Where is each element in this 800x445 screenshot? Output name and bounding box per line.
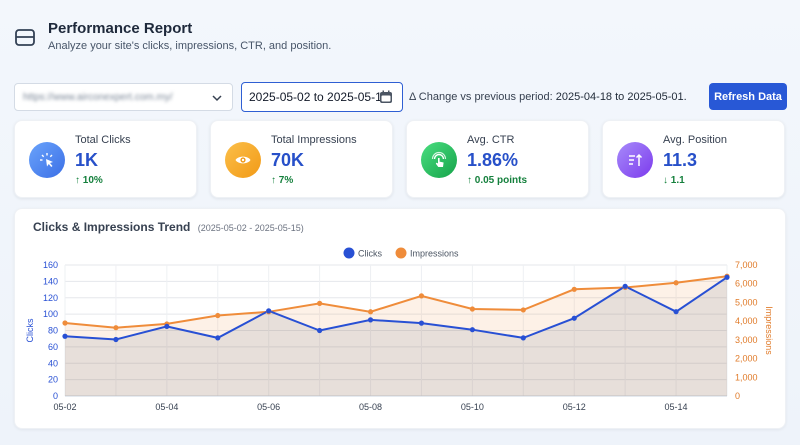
y-axis-title: Clicks [25,318,35,342]
y-tick-label: 160 [43,260,58,270]
x-tick-label: 05-14 [665,402,688,412]
clicks-point [469,327,475,333]
y2-tick-label: 2,000 [735,354,758,364]
clicks-point [113,336,119,343]
clicks-point [520,335,526,341]
chart-title: Clicks & Impressions Trend (2025-05-02 -… [33,220,304,234]
impressions-point [520,307,526,313]
sort-up-icon [617,142,653,178]
clicks-point [622,283,628,289]
card-avg-ctr: Avg. CTR 1.86% ↑ 0.05 points [406,120,589,198]
y-tick-label: 40 [48,358,58,368]
x-tick-label: 05-04 [155,402,178,412]
clicks-point [266,308,272,314]
y-tick-label: 20 [48,375,58,385]
y2-tick-label: 4,000 [735,316,758,326]
eye-icon [225,142,261,178]
impressions-point [571,286,577,292]
card-delta: ↑ 10% [75,175,103,186]
card-label: Avg. CTR [467,134,515,146]
y2-axis-title: Impressions [764,306,774,355]
card-avg-position: Avg. Position 11.3 ↓ 1.1 [602,120,785,198]
card-value: 11.3 [663,150,698,170]
card-total-clicks: Total Clicks 1K ↑ 10% [14,120,197,198]
y2-tick-label: 6,000 [735,279,758,289]
x-tick-label: 05-12 [563,402,586,412]
site-url: https://www.airconexpert.com.my/ [23,91,173,103]
card-value: 1K [75,150,99,170]
clicks-point [62,333,68,339]
card-value: 1.86% [467,150,519,170]
x-tick-label: 05-08 [359,402,382,412]
y-tick-label: 140 [43,276,58,286]
impressions-point [113,325,119,331]
legend-marker-clicks [343,247,355,259]
clicks-point [571,315,577,321]
chart-range: (2025-05-02 - 2025-05-15) [197,223,304,233]
y-tick-label: 0 [53,391,58,401]
card-label: Total Clicks [75,134,131,146]
card-label: Total Impressions [271,134,357,146]
trend-chart: 0 20 40 60 80 100 120 140 160 0 1,000 2,000 3,000 4,0… [25,247,774,412]
toolbar: https://www.airconexpert.com.my/ 2025-05… [14,82,788,112]
impressions-area [65,276,727,396]
y-tick-label: 80 [48,326,58,336]
card-delta: ↑ 7% [271,175,294,186]
calendar-icon[interactable] [379,90,393,104]
y2-tick-label: 7,000 [735,260,758,270]
impressions-line [64,275,728,329]
clicks-line [64,276,728,341]
change-period: 2025-04-18 to 2025-05-01. [555,91,687,103]
x-tick-label: 05-02 [53,402,76,412]
change-note: Δ Change vs previous period: 2025-04-18 … [409,91,687,103]
clicks-point [215,335,221,341]
clicks-point [367,317,374,323]
card-delta: ↓ 1.1 [663,175,685,186]
y2-tick-label: 3,000 [735,335,758,345]
clicks-point [317,327,323,334]
impressions-point [673,280,679,286]
impressions-point [215,312,221,319]
impressions-point [418,293,425,299]
page-subtitle: Analyze your site's clicks, impressions,… [48,40,332,52]
impressions-point [317,300,323,306]
clicks-point [673,309,679,315]
refresh-data-button[interactable]: Refresh Data [709,83,787,110]
y2-tick-label: 1,000 [735,372,758,382]
clicks-point [418,320,425,326]
click-icon [29,142,65,178]
change-prefix: Δ Change vs previous period: [409,91,553,103]
chevron-down-icon [212,95,222,102]
chart-title-text: Clicks & Impressions Trend [33,220,191,234]
y2-tick-label: 5,000 [735,297,758,307]
date-range-text: 2025-05-02 to 2025-05-15 [249,90,389,104]
y2-tick-label: 0 [735,391,740,401]
card-total-impressions: Total Impressions 70K ↑ 7% [210,120,393,198]
y-tick-label: 120 [43,293,58,303]
impressions-point [62,320,68,326]
x-tick-label: 05-10 [461,402,484,412]
clicks-point [724,274,730,280]
card-value: 70K [271,150,305,170]
y-tick-label: 60 [48,342,58,352]
y-tick-label: 100 [43,309,58,319]
legend-label-impressions: Impressions [410,249,459,259]
date-range-input[interactable]: 2025-05-02 to 2025-05-15 [241,82,403,112]
card-delta: ↑ 0.05 points [467,175,528,186]
tap-icon [421,142,457,178]
legend-label-clicks: Clicks [358,249,382,259]
card-label: Avg. Position [663,134,728,146]
trend-chart-panel: Clicks & Impressions Trend (2025-05-02 -… [14,208,786,429]
x-tick-label: 05-06 [257,402,280,412]
legend-marker-impressions [395,247,407,259]
report-icon [15,29,35,46]
page-header: Performance Report Analyze your site's c… [14,18,331,52]
impressions-point [469,306,475,312]
clicks-area [65,277,727,396]
page-title: Performance Report [48,20,193,37]
impressions-point [367,309,374,315]
site-select[interactable]: https://www.airconexpert.com.my/ [14,83,233,111]
clicks-point [164,323,170,330]
